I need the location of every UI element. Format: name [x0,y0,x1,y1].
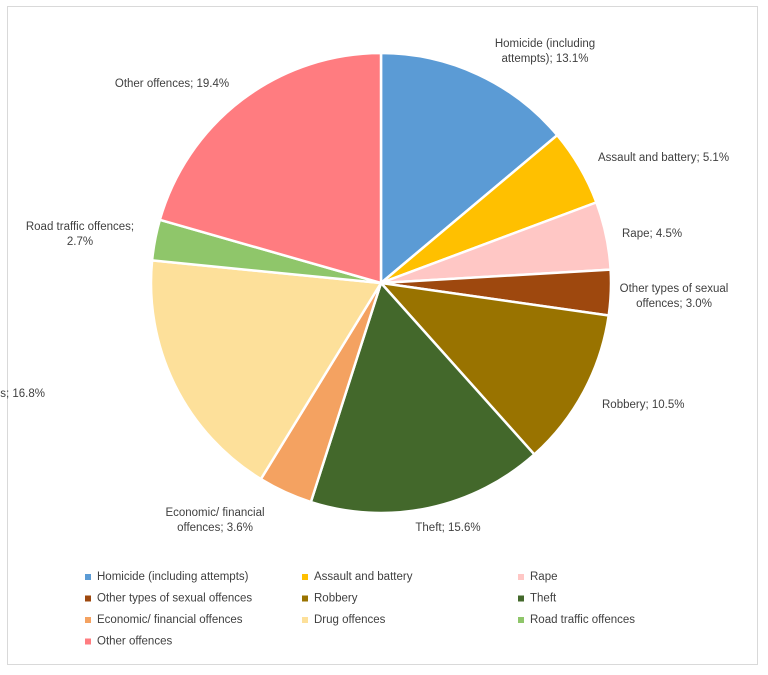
legend-swatch [85,595,91,602]
legend-item-assault-and-battery: Assault and battery [302,571,413,583]
legend-label: Other types of sexual offences [97,593,252,605]
data-label-other-types-of-sexual-offences: Other types of sexual offences; 3.0% [620,283,729,310]
pie-slice-robbery [379,281,610,456]
legend-item-theft: Theft [518,593,557,605]
data-label-drug-offences: Drug offences; 16.8% [0,388,45,400]
pie-slices [149,51,613,515]
legend-swatch [302,595,308,602]
legend-item-rape: Rape [518,571,558,583]
pie-slice-theft [309,281,536,515]
pie-slice-other-offences [158,51,383,285]
data-label-rape: Rape; 4.5% [622,228,682,240]
data-label-robbery: Robbery; 10.5% [602,399,684,411]
legend-item-other-types-of-sexual-offences: Other types of sexual offences [85,593,252,605]
legend-swatch [518,617,524,623]
legend-swatch [302,574,308,580]
legend-swatch [518,574,524,580]
legend-label: Assault and battery [314,571,413,583]
legend-item-other-offences: Other offences [85,636,172,648]
data-label-homicide-including-attempts: Homicide (including attempts); 13.1% [495,38,595,65]
legend: Homicide (including attempts) Assault and… [85,571,635,648]
legend-label: Robbery [314,593,358,605]
data-label-theft: Theft; 15.6% [415,522,480,534]
legend-item-road-traffic-offences: Road traffic offences [518,614,635,626]
legend-item-economic-financial-offences: Economic/ financial offences [85,614,243,626]
data-label-road-traffic-offences: Road traffic offences; 2.7% [26,221,134,248]
legend-swatch [85,574,91,580]
legend-label: Road traffic offences [530,614,635,626]
pie-slice-homicide-including-attempts [379,51,559,285]
legend-label: Theft [530,593,557,605]
legend-swatch [518,595,524,602]
data-label-other-offences: Other offences; 19.4% [115,78,229,90]
legend-item-homicide-including-attempts: Homicide (including attempts) [85,571,249,583]
legend-swatch [302,617,308,623]
legend-swatch [85,617,91,623]
legend-label: Rape [530,571,558,583]
legend-label: Economic/ financial offences [97,614,243,626]
data-label-assault-and-battery: Assault and battery; 5.1% [598,152,729,164]
legend-label: Drug offences [314,614,386,626]
pie-slice-drug-offences [149,259,383,481]
data-label-economic-financial-offences: Economic/ financial offences; 3.6% [165,507,264,534]
legend-swatch [85,638,91,645]
legend-label: Other offences [97,636,172,648]
legend-item-drug-offences: Drug offences [302,614,386,626]
data-labels: Homicide (including attempts); 13.1% Assau… [0,38,729,534]
legend-label: Homicide (including attempts) [97,571,249,583]
legend-item-robbery: Robbery [302,593,358,605]
